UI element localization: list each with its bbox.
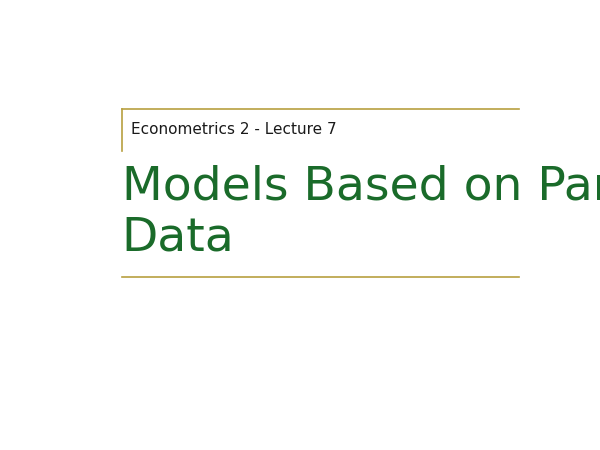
Text: Models Based on Panel
Data: Models Based on Panel Data <box>121 165 600 260</box>
Text: Econometrics 2 - Lecture 7: Econometrics 2 - Lecture 7 <box>131 122 337 136</box>
